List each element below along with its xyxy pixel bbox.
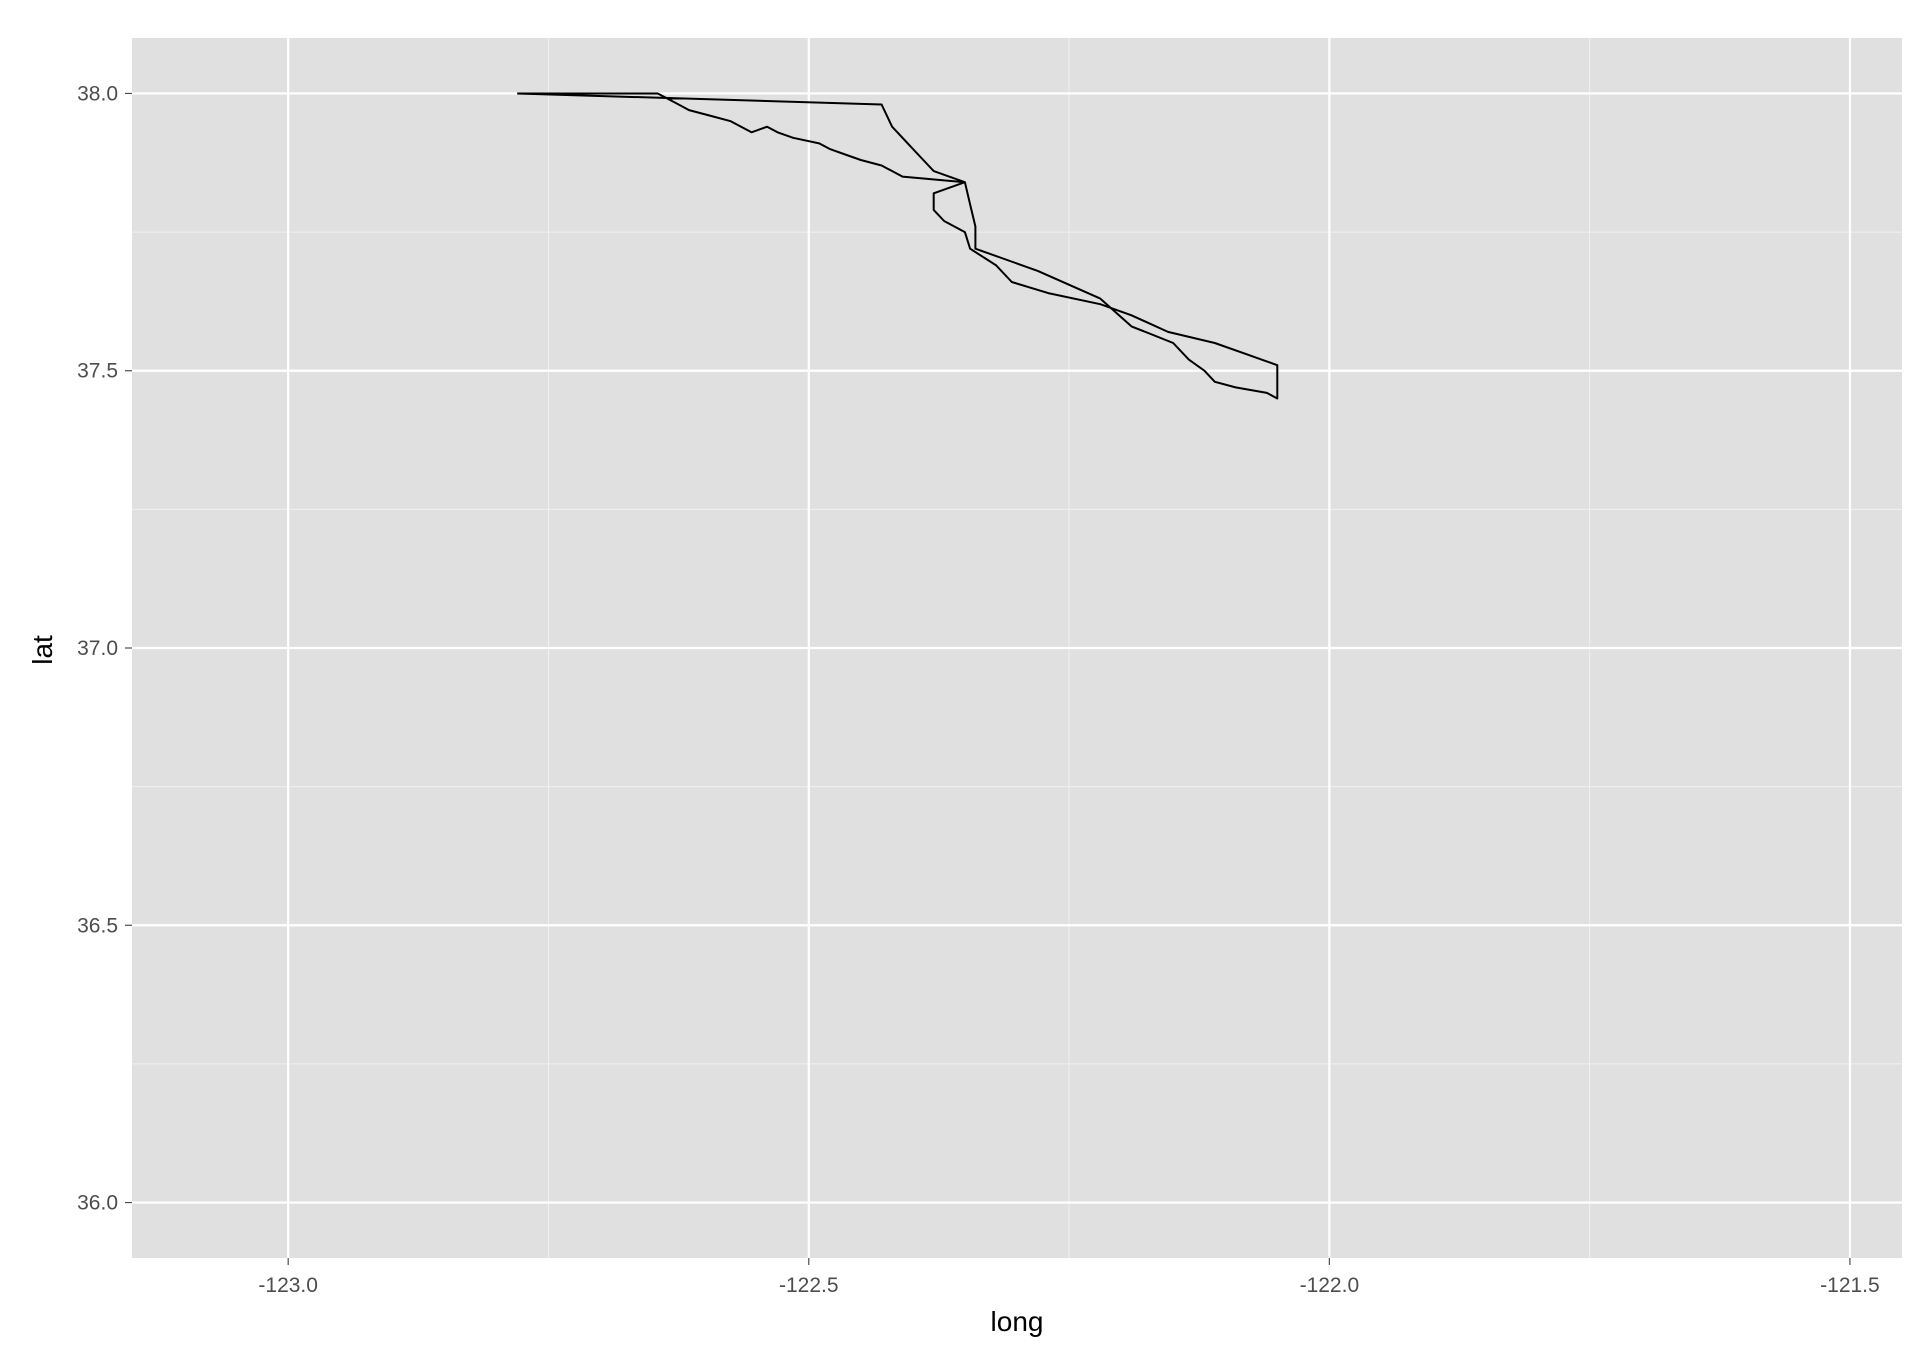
- major-gridlines: [132, 38, 1902, 1258]
- y-tick-label: 37.0: [77, 637, 118, 660]
- y-tick-label: 36.0: [77, 1192, 118, 1215]
- data-layer: [517, 92, 1279, 400]
- x-axis-title: long: [991, 1306, 1044, 1337]
- y-axis: 36.0 36.5 37.0 37.5 38.0: [77, 82, 132, 1215]
- x-axis: -123.0 -122.5 -122.0 -121.5: [258, 1258, 1880, 1297]
- y-axis-title: lat: [27, 635, 58, 665]
- x-tick-label: -121.5: [1820, 1274, 1880, 1297]
- series-path-0: [517, 92, 1279, 400]
- x-tick-label: -122.0: [1300, 1274, 1360, 1297]
- y-tick-label: 36.5: [77, 914, 118, 937]
- x-tick-label: -122.5: [779, 1274, 839, 1297]
- y-tick-label: 38.0: [77, 82, 118, 105]
- y-tick-label: 37.5: [77, 360, 118, 383]
- x-tick-label: -123.0: [258, 1274, 318, 1297]
